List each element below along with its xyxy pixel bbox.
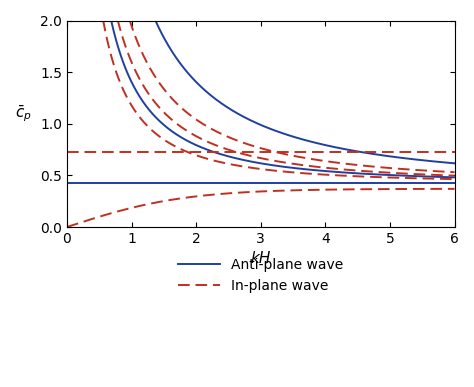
Legend: Anti-plane wave, In-plane wave: Anti-plane wave, In-plane wave xyxy=(173,252,349,298)
X-axis label: kH: kH xyxy=(251,252,271,266)
Y-axis label: $\bar{c}_p$: $\bar{c}_p$ xyxy=(15,103,32,124)
